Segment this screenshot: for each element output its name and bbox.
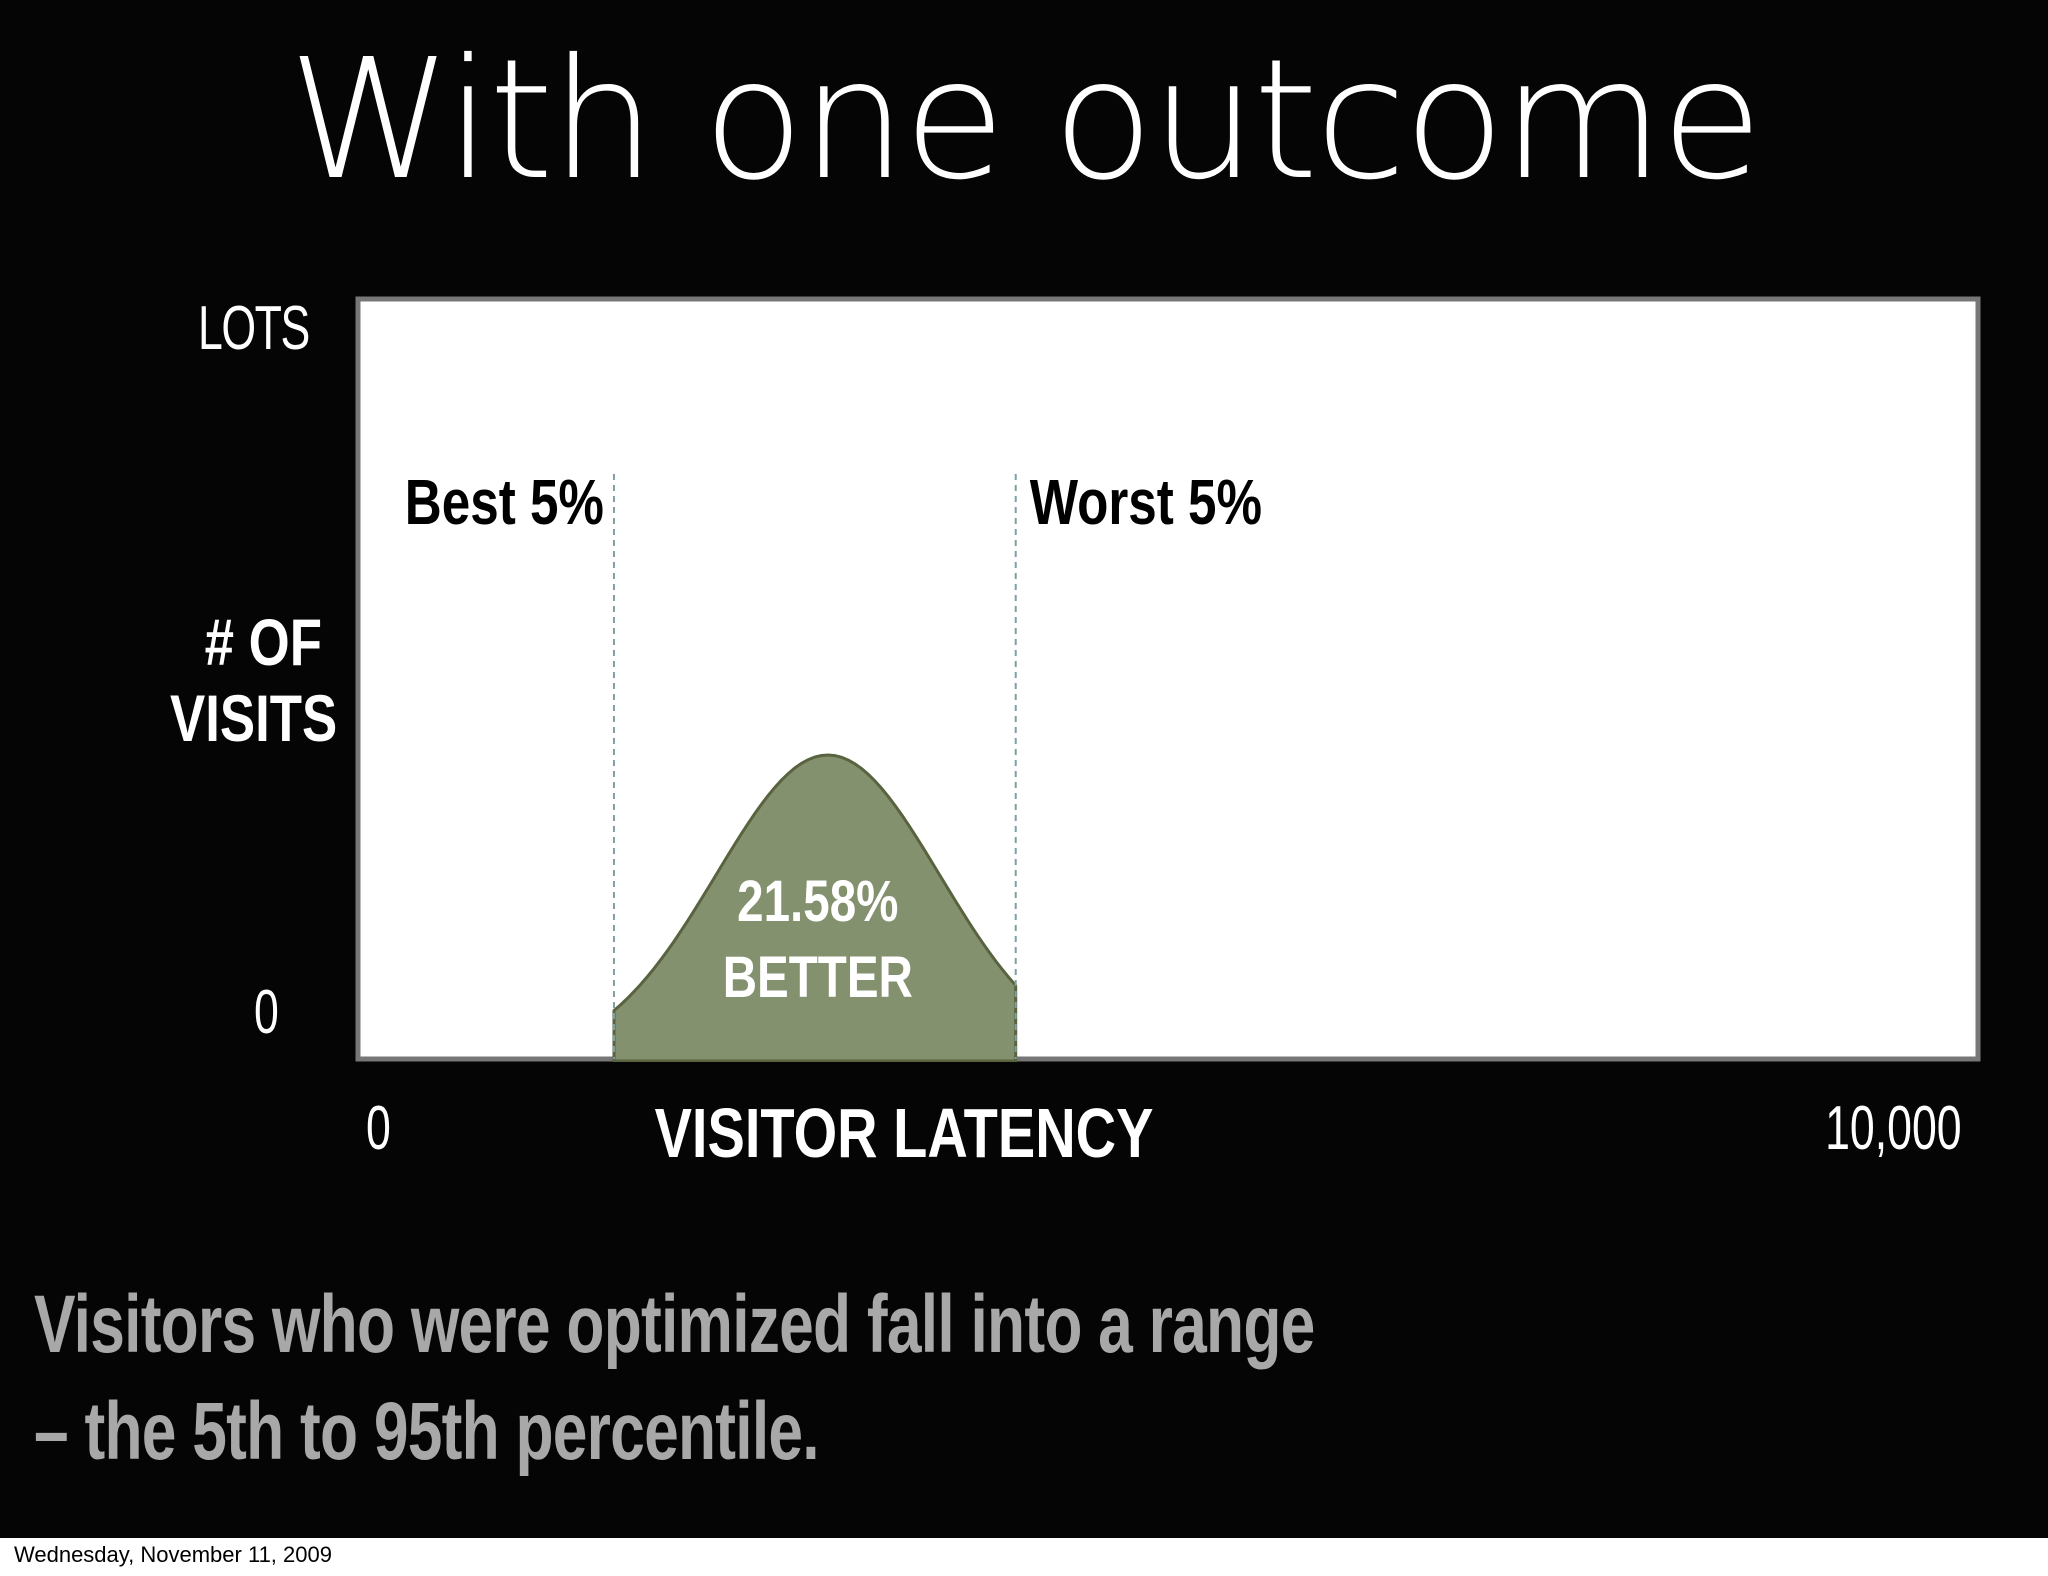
footer-date: Wednesday, November 11, 2009 — [14, 1542, 332, 1567]
distribution-curve — [612, 753, 1018, 1062]
improvement-better-label: BETTER — [723, 946, 913, 1011]
distribution-chart: Best 5% Worst 5% 21.58% BETTER — [355, 296, 1981, 1062]
worst-5-percent-label: Worst 5% — [1030, 468, 1262, 539]
y-axis-title-text: # OF VISITS — [170, 605, 338, 755]
caption-line-2: – the 5th to 95th percentile. — [34, 1385, 820, 1477]
y-axis-tick-zero: 0 — [254, 978, 279, 1047]
improvement-percent-label: 21.58% — [737, 870, 898, 935]
slide: With one outcome LOTS # OF VISITS 0 Best… — [0, 0, 2048, 1538]
y-axis-title: # OF VISITS — [170, 605, 338, 757]
x-axis-tick-zero: 0 — [366, 1094, 391, 1163]
best-5-percent-label: Best 5% — [405, 468, 604, 539]
x-axis-title: VISITOR LATENCY — [654, 1094, 1154, 1172]
slide-title: With one outcome — [288, 24, 1763, 217]
slide-caption: Visitors who were optimized fall into a … — [34, 1272, 1315, 1485]
plot-area — [355, 296, 1981, 1062]
x-axis-tick-max: 10,000 — [1825, 1094, 1962, 1163]
caption-line-1: Visitors who were optimized fall into a … — [34, 1279, 1315, 1370]
y-axis-tick-lots: LOTS — [198, 294, 310, 363]
